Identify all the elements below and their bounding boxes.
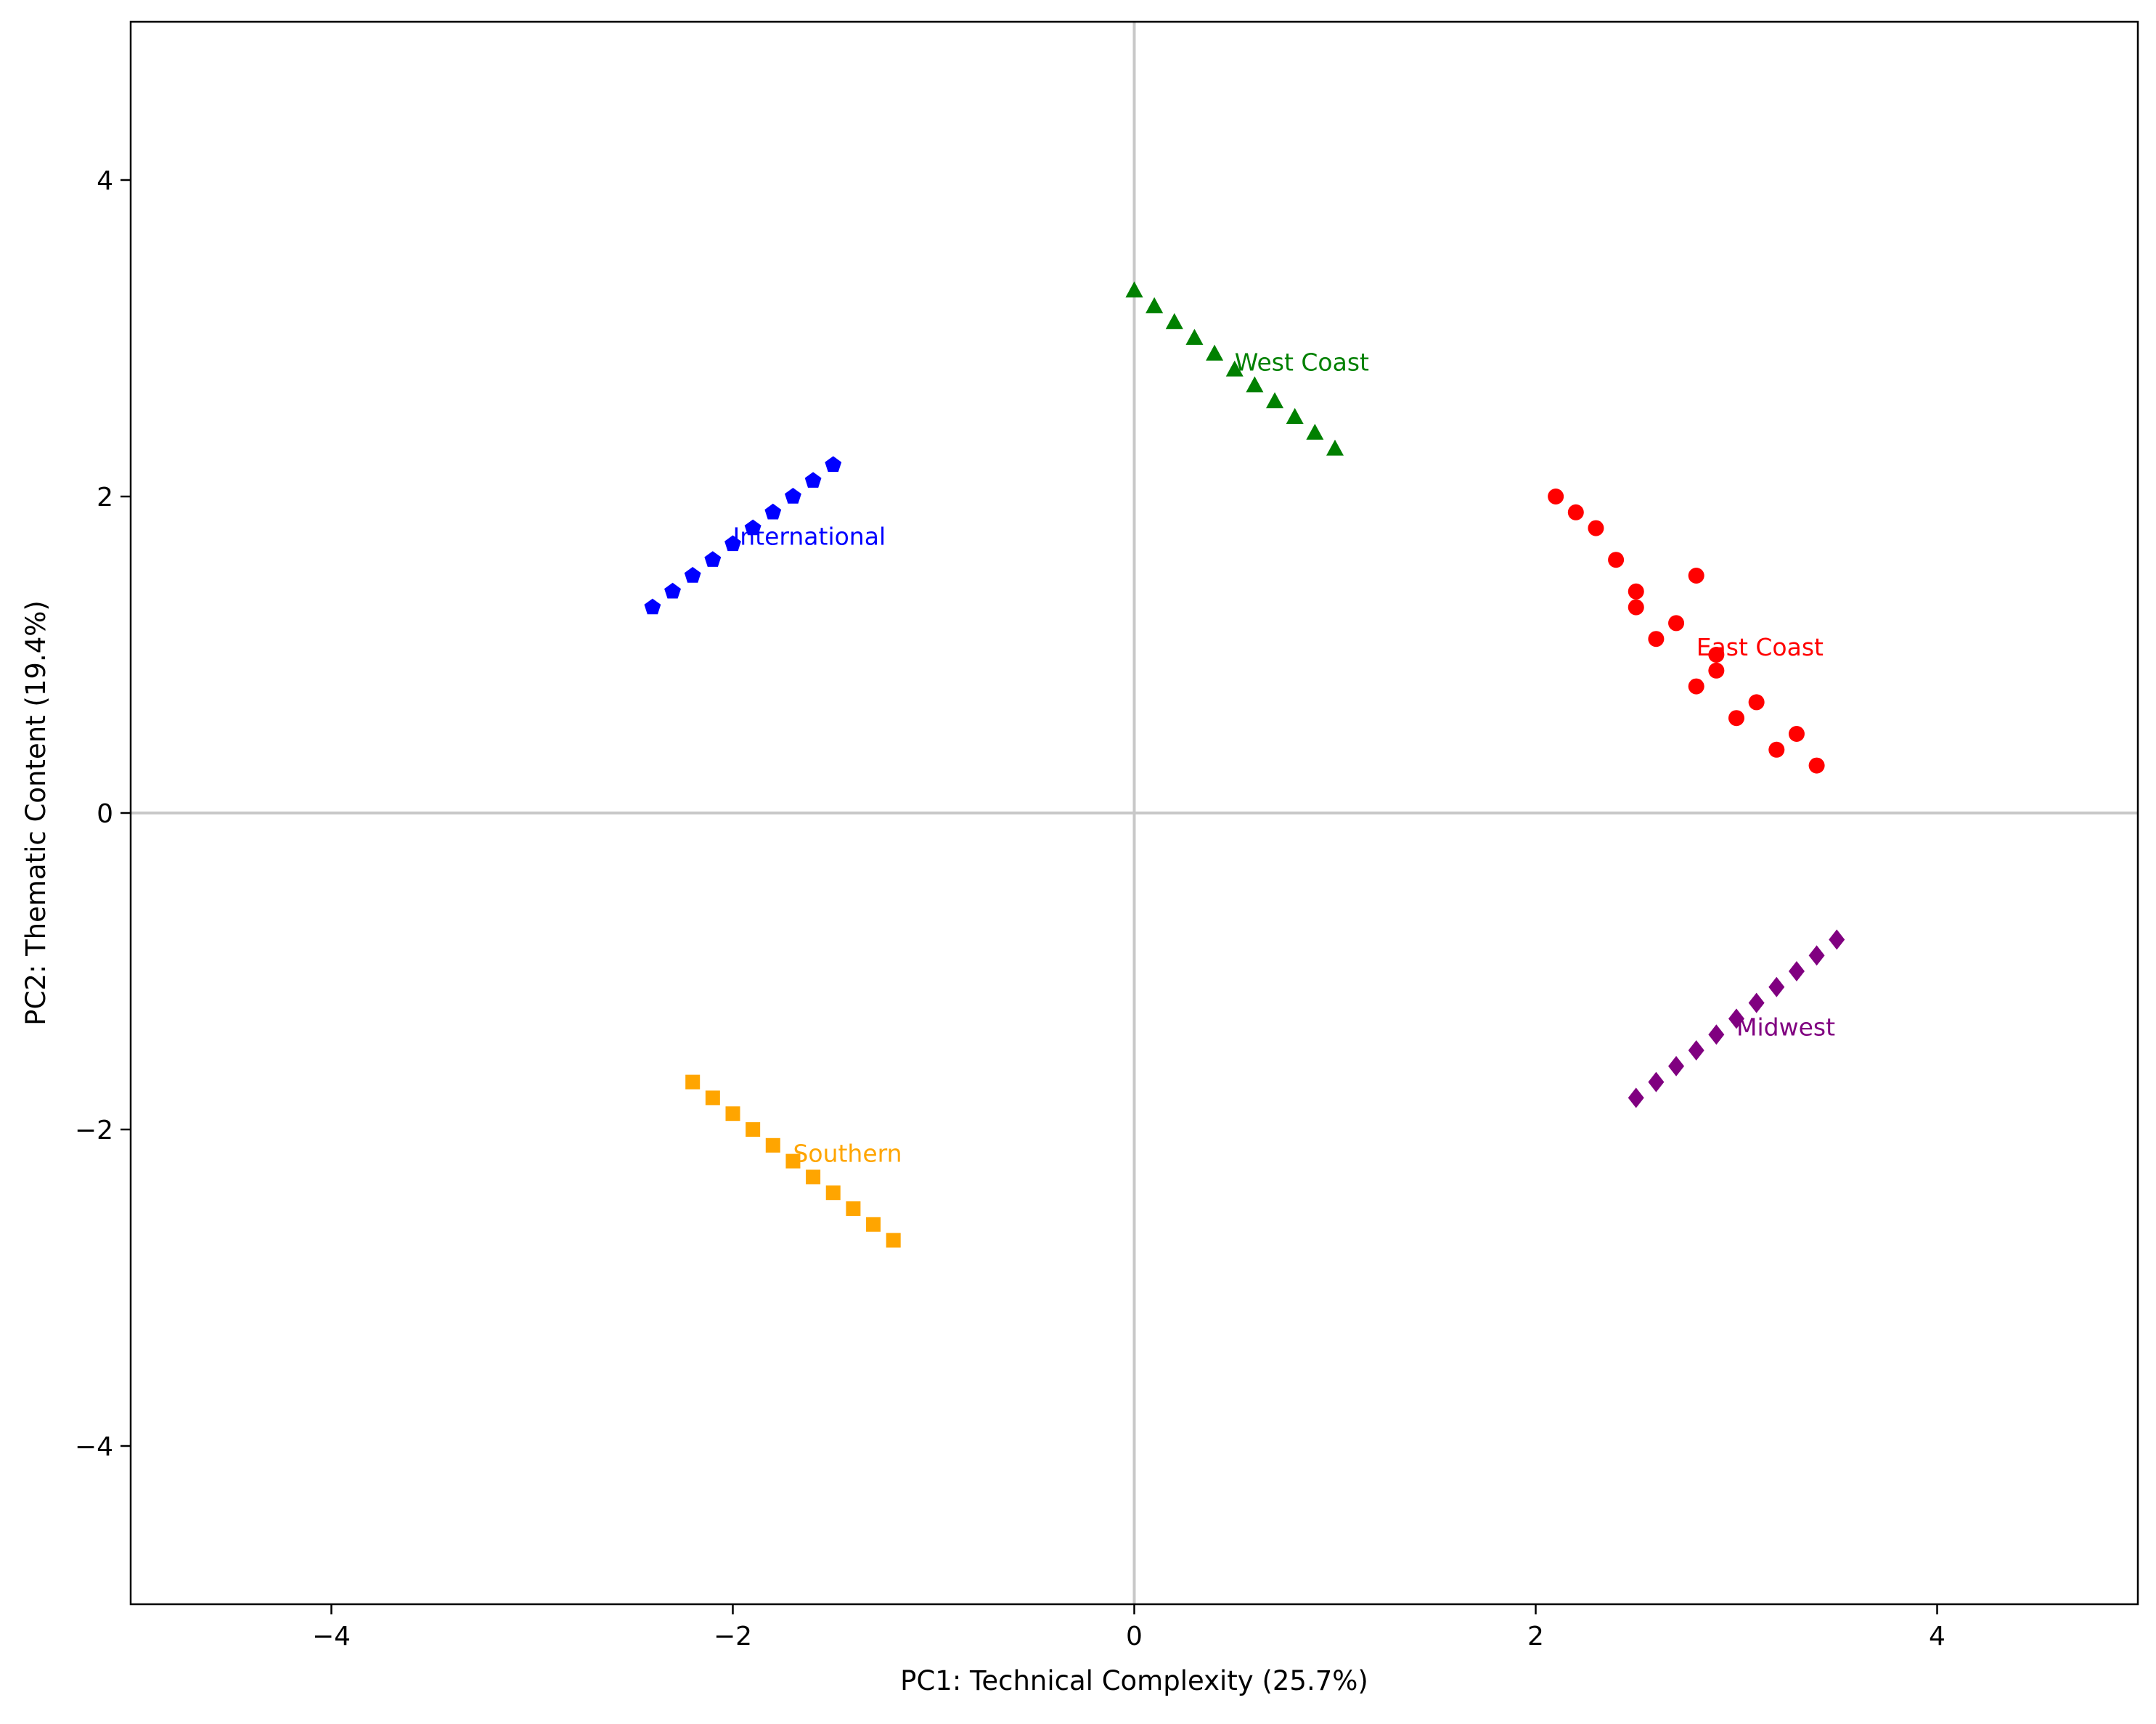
circle-data-point: [1688, 678, 1704, 695]
y-tick-label: 4: [97, 166, 113, 196]
pentagon-data-point: [785, 488, 801, 504]
triangle-data-point: [1206, 344, 1224, 361]
diamond-data-point: [1808, 945, 1825, 966]
pentagon-data-point: [684, 567, 701, 583]
diamond-data-point: [1728, 1008, 1744, 1029]
square-data-point: [886, 1233, 901, 1248]
square-data-point: [765, 1137, 780, 1153]
pentagon-data-point: [724, 535, 741, 552]
triangle-data-point: [1225, 360, 1244, 377]
circle-data-point: [1768, 741, 1785, 758]
series-label: Southern: [793, 1140, 902, 1168]
plot-frame: [129, 20, 2139, 1606]
y-tick-label: 2: [97, 483, 113, 512]
triangle-data-point: [1286, 408, 1304, 424]
circle-data-point: [1608, 552, 1625, 568]
square-data-point: [806, 1169, 821, 1185]
circle-data-point: [1688, 568, 1704, 584]
diamond-data-point: [1829, 929, 1845, 950]
y-tick-label: 0: [97, 799, 113, 829]
x-tick-label: 4: [1929, 1622, 1945, 1651]
diamond-data-point: [1648, 1071, 1665, 1092]
pentagon-data-point: [804, 472, 822, 488]
x-tick-label: −4: [312, 1622, 351, 1651]
circle-data-point: [1808, 757, 1825, 774]
circle-data-point: [1668, 615, 1685, 632]
y-axis-label: PC2: Thematic Content (19.4%): [20, 600, 52, 1026]
diamond-data-point: [1688, 1040, 1704, 1061]
circle-data-point: [1708, 662, 1725, 679]
square-data-point: [685, 1074, 701, 1090]
x-tick-label: −2: [714, 1622, 752, 1651]
square-data-point: [725, 1106, 740, 1122]
circle-data-point: [1728, 710, 1744, 727]
pentagon-data-point: [644, 598, 661, 615]
pentagon-data-point: [764, 503, 782, 520]
diamond-data-point: [1748, 992, 1765, 1013]
x-tick-label: 0: [1126, 1622, 1143, 1651]
square-data-point: [785, 1153, 801, 1169]
diamond-data-point: [1668, 1055, 1685, 1077]
pentagon-data-point: [704, 551, 722, 567]
square-data-point: [746, 1122, 761, 1137]
circle-data-point: [1648, 631, 1665, 647]
triangle-data-point: [1266, 392, 1284, 409]
circle-data-point: [1628, 583, 1644, 600]
triangle-data-point: [1146, 297, 1164, 314]
pentagon-data-point: [825, 456, 842, 473]
series-label: West Coast: [1235, 348, 1369, 377]
triangle-data-point: [1185, 329, 1204, 345]
diamond-data-point: [1628, 1087, 1644, 1108]
circle-data-point: [1748, 694, 1765, 711]
circle-data-point: [1567, 504, 1584, 520]
x-tick-label: 2: [1527, 1622, 1544, 1651]
circle-data-point: [1788, 726, 1805, 742]
y-tick-label: −2: [75, 1116, 113, 1145]
pentagon-data-point: [664, 582, 681, 599]
x-axis-label: PC1: Technical Complexity (25.7%): [900, 1665, 1368, 1696]
data-points: [644, 281, 1845, 1248]
diamond-data-point: [1768, 976, 1785, 997]
triangle-data-point: [1246, 376, 1264, 393]
triangle-data-point: [1125, 281, 1143, 298]
series-labels: East Coast West Coast Midwest Southern Inter…: [733, 348, 1836, 1168]
series-label: International: [733, 523, 886, 551]
y-tick-label: −4: [75, 1432, 113, 1462]
square-data-point: [866, 1217, 881, 1232]
diamond-data-point: [1788, 961, 1805, 981]
circle-data-point: [1628, 599, 1644, 616]
circle-data-point: [1588, 520, 1604, 536]
square-data-point: [705, 1090, 720, 1106]
square-data-point: [846, 1201, 861, 1216]
triangle-data-point: [1306, 423, 1324, 440]
pentagon-data-point: [744, 519, 761, 536]
y-axis-ticks: −4 −2 0 2 4: [75, 166, 131, 1462]
circle-data-point: [1548, 489, 1564, 504]
triangle-data-point: [1326, 439, 1344, 456]
triangle-data-point: [1165, 313, 1183, 330]
series-label: East Coast: [1696, 633, 1824, 661]
series-label: Midwest: [1736, 1013, 1835, 1041]
circle-data-point: [1708, 647, 1725, 663]
x-axis-ticks: −4 −2 0 2 4: [312, 1604, 1945, 1651]
diamond-data-point: [1708, 1024, 1725, 1045]
square-data-point: [825, 1185, 841, 1201]
